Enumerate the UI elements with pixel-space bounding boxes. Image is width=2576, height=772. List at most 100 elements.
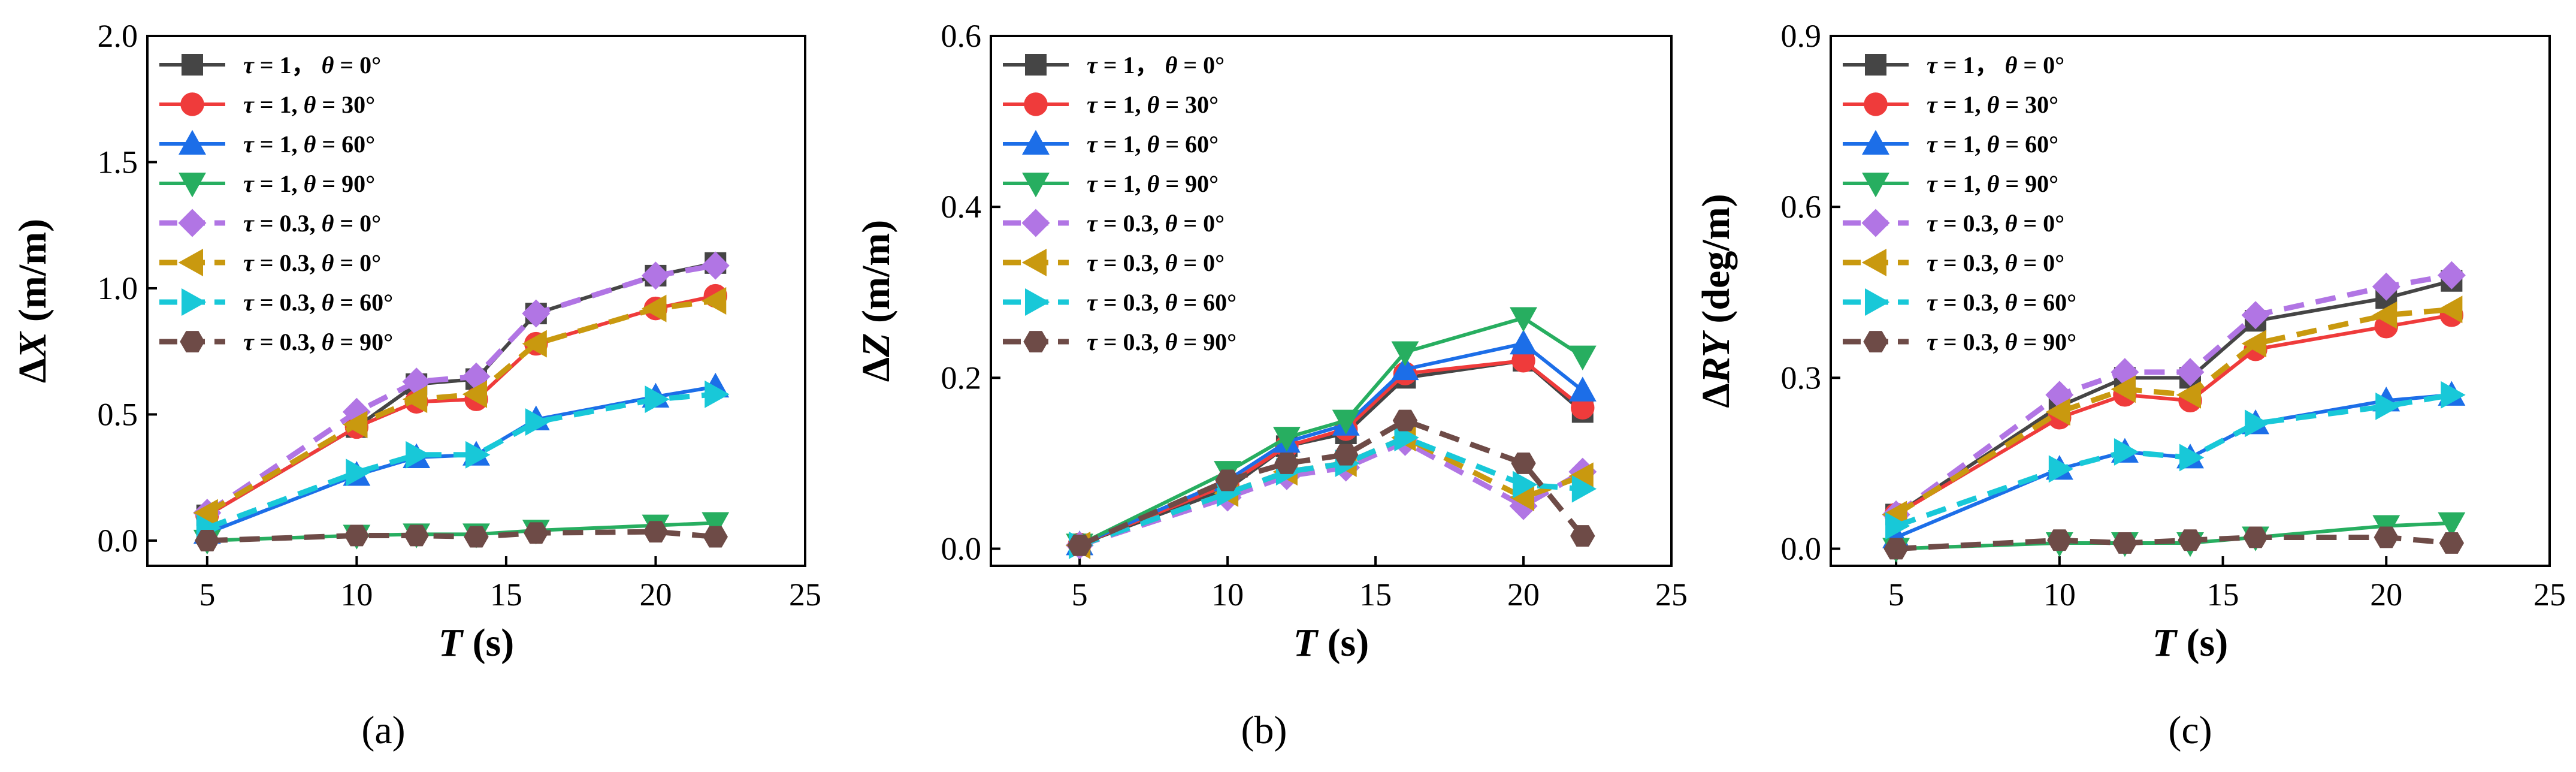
data-point bbox=[1272, 427, 1301, 452]
legend-entry: τ = 1, θ = 60° bbox=[243, 131, 375, 158]
data-point bbox=[464, 526, 489, 548]
data-point bbox=[2047, 529, 2072, 551]
data-point bbox=[705, 380, 730, 408]
x-tick-label: 25 bbox=[1655, 577, 1688, 613]
data-point bbox=[703, 526, 728, 548]
series-line bbox=[1078, 435, 1584, 548]
series-line bbox=[206, 391, 716, 531]
y-tick-label: 0.0 bbox=[1781, 530, 1822, 566]
x-axis-title: T (s) bbox=[2152, 621, 2228, 665]
data-point bbox=[2372, 301, 2397, 329]
legend-marker bbox=[1024, 92, 1048, 116]
legend: τ = 1， θ = 0° τ = 1, θ = 30° τ = 1, θ = 60… bbox=[1843, 52, 2076, 355]
data-point bbox=[1215, 469, 1240, 491]
series-line bbox=[206, 385, 716, 535]
y-tick-label: 0.2 bbox=[941, 360, 982, 396]
data-point bbox=[2176, 381, 2201, 409]
legend-marker bbox=[180, 331, 205, 352]
legend-entry: τ = 1, θ = 30° bbox=[1927, 91, 2058, 118]
data-point bbox=[462, 380, 487, 408]
data-point bbox=[2176, 358, 2205, 387]
y-tick-label: 0.5 bbox=[98, 396, 138, 432]
legend: τ = 1， θ = 0° τ = 1, θ = 30° τ = 1, θ = 60… bbox=[159, 52, 393, 355]
data-point bbox=[2241, 330, 2267, 358]
x-tick-label: 10 bbox=[340, 577, 373, 613]
x-tick-label: 5 bbox=[1072, 577, 1088, 613]
legend-entry: τ = 0.3, θ = 90° bbox=[1927, 328, 2076, 355]
series-8 bbox=[1067, 409, 1595, 556]
chart-panel-c: 5 10 15 20 25 0.0 0.3 0.6 0.9 T (s) ΔRY (deg/m) (c)… bbox=[1694, 18, 2566, 752]
data-point bbox=[1510, 307, 1537, 332]
chart-panel-a: 5 10 15 20 25 0.0 0.5 1.0 1.5 2.0 T (s) ΔX (m/m) (a)… bbox=[11, 18, 821, 752]
legend-marker bbox=[1865, 54, 1886, 76]
data-point bbox=[402, 385, 428, 414]
data-point bbox=[1883, 538, 1909, 560]
y-tick-label: 2.0 bbox=[98, 18, 138, 54]
legend-entry: τ = 1, θ = 30° bbox=[243, 91, 375, 118]
data-point bbox=[1391, 341, 1419, 366]
panel-caption: (c) bbox=[2168, 708, 2212, 752]
data-point bbox=[525, 408, 551, 436]
legend-entry: τ = 0.3, θ = 60° bbox=[1927, 289, 2076, 316]
legend-entry: τ = 0.3, θ = 0° bbox=[243, 210, 381, 237]
data-point bbox=[1568, 345, 1597, 370]
y-tick-label: 0.0 bbox=[98, 523, 138, 559]
data-point bbox=[346, 459, 371, 487]
legend-marker bbox=[1861, 209, 1890, 237]
data-point bbox=[2375, 392, 2400, 420]
x-axis-title: T (s) bbox=[1293, 621, 1369, 665]
legend-entry: τ = 1， θ = 0° bbox=[1087, 52, 1224, 79]
series-7 bbox=[196, 380, 730, 542]
legend-marker bbox=[179, 129, 206, 155]
data-point bbox=[2241, 301, 2270, 330]
data-point bbox=[2114, 438, 2139, 466]
data-point bbox=[2439, 532, 2465, 554]
y-axis-title: ΔRY (deg/m) bbox=[1694, 194, 1738, 408]
panel-caption: (a) bbox=[361, 708, 405, 752]
data-point bbox=[1332, 409, 1360, 435]
series-8 bbox=[195, 521, 728, 551]
y-tick-label: 0.0 bbox=[941, 530, 982, 566]
series-line bbox=[1895, 534, 2452, 551]
x-tick-label: 20 bbox=[639, 577, 672, 613]
legend-marker bbox=[180, 92, 204, 116]
data-point bbox=[643, 521, 669, 543]
data-point bbox=[1067, 534, 1092, 556]
legend-marker bbox=[1862, 129, 1889, 155]
data-point bbox=[2112, 532, 2137, 554]
x-tick-label: 15 bbox=[2207, 577, 2239, 613]
legend-entry: τ = 0.3, θ = 90° bbox=[243, 328, 393, 355]
data-point bbox=[465, 441, 491, 469]
data-point bbox=[406, 441, 431, 469]
data-point bbox=[2178, 529, 2203, 551]
data-point bbox=[645, 385, 670, 414]
data-point bbox=[1568, 376, 1597, 402]
data-point bbox=[2437, 261, 2466, 290]
x-tick-label: 5 bbox=[1888, 577, 1904, 613]
data-point bbox=[2372, 272, 2400, 301]
x-tick-label: 20 bbox=[1507, 577, 1540, 613]
y-tick-label: 0.3 bbox=[1781, 360, 1822, 396]
data-point bbox=[1513, 471, 1538, 499]
series-8 bbox=[1883, 526, 2465, 560]
plot-frame bbox=[1830, 35, 2551, 567]
data-point bbox=[2048, 455, 2074, 483]
data-point bbox=[2111, 375, 2136, 403]
data-point bbox=[1885, 512, 1910, 540]
plot-frame bbox=[146, 35, 806, 567]
data-point bbox=[343, 411, 368, 439]
data-point bbox=[701, 251, 730, 280]
legend-entry: τ = 1, θ = 90° bbox=[243, 170, 375, 197]
y-tick-label: 1.5 bbox=[98, 144, 138, 180]
series-7 bbox=[1069, 424, 1597, 559]
data-point bbox=[1391, 355, 1419, 381]
series-6 bbox=[193, 287, 727, 527]
data-point bbox=[642, 294, 667, 322]
chart-panel-b: 5 10 15 20 25 0.0 0.2 0.4 0.6 T (s) ΔZ (m/m) (b) τ =… bbox=[854, 18, 1688, 752]
legend-marker bbox=[1862, 173, 1889, 198]
legend-entry: τ = 0.3, θ = 0° bbox=[1927, 249, 2064, 276]
data-point bbox=[2243, 526, 2268, 548]
series-7 bbox=[1885, 381, 2466, 540]
x-tick-label: 15 bbox=[1359, 577, 1392, 613]
legend-entry: τ = 0.3, θ = 90° bbox=[1087, 328, 1236, 355]
